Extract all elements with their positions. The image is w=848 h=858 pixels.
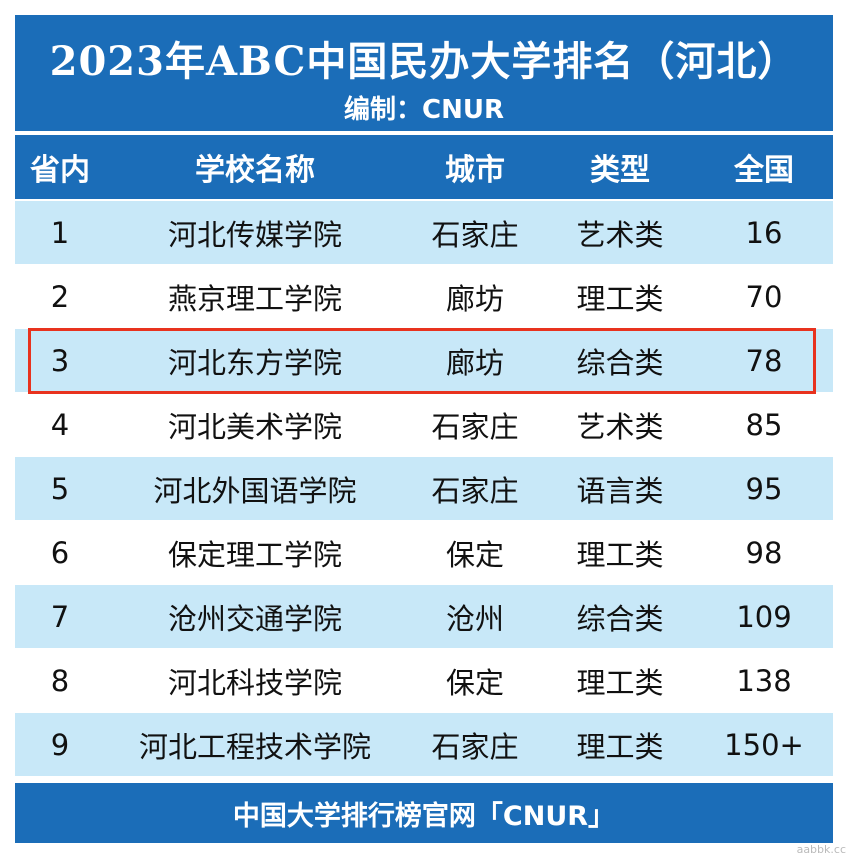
table-row: 8 河北科技学院 保定 理工类 138 [15, 649, 833, 713]
type-cell: 理工类 [576, 281, 664, 316]
national-rank-cell: 138 [736, 663, 792, 698]
table-row: 1 河北传媒学院 石家庄 艺术类 16 [15, 201, 833, 265]
school-name-cell: 燕京理工学院 [167, 281, 342, 316]
table-row: 5 河北外国语学院 石家庄 语言类 95 [15, 457, 833, 521]
city-cell: 保定 [445, 665, 504, 700]
type-cell: 理工类 [576, 537, 664, 572]
table-row: 9 河北工程技术学院 石家庄 理工类 150+ [15, 713, 833, 777]
column-header-type: 类型 [590, 153, 650, 188]
table-row: 7 沧州交通学院 沧州 综合类 109 [15, 585, 833, 649]
national-rank-cell: 150+ [724, 727, 804, 762]
city-cell: 保定 [445, 537, 504, 572]
school-name-cell: 河北科技学院 [167, 665, 342, 700]
rank-cell: 9 [50, 727, 70, 762]
school-name-cell: 河北传媒学院 [167, 217, 342, 252]
table-row: 4 河北美术学院 石家庄 艺术类 85 [15, 393, 833, 457]
column-header-name: 学校名称 [195, 153, 315, 188]
city-cell: 廊坊 [445, 345, 504, 380]
header-banner: 2023年ABC中国民办大学排名（河北） 编制：CNUR [15, 15, 833, 131]
rank-cell: 3 [50, 343, 70, 378]
type-cell: 理工类 [576, 665, 664, 700]
national-rank-cell: 85 [745, 407, 783, 442]
national-rank-cell: 70 [745, 279, 783, 314]
watermark: aabbk.cc [796, 843, 846, 856]
national-rank-cell: 78 [745, 343, 783, 378]
school-name-cell: 沧州交通学院 [167, 601, 342, 636]
school-name-cell: 河北美术学院 [167, 409, 342, 444]
national-rank-cell: 16 [745, 215, 783, 250]
school-name-cell: 保定理工学院 [167, 537, 342, 572]
column-header-rank: 省内 [30, 153, 90, 188]
type-cell: 艺术类 [576, 409, 664, 444]
column-header-city: 城市 [445, 153, 505, 188]
city-cell: 石家庄 [431, 217, 519, 252]
column-header-national: 全国 [734, 153, 794, 188]
type-cell: 综合类 [576, 601, 664, 636]
national-rank-cell: 95 [745, 471, 783, 506]
rank-cell: 6 [50, 535, 70, 570]
city-cell: 石家庄 [431, 729, 519, 764]
type-cell: 艺术类 [576, 217, 664, 252]
city-cell: 沧州 [445, 601, 504, 636]
type-cell: 语言类 [576, 473, 664, 508]
footer-banner: 中国大学排行榜官网「CNUR」 [15, 783, 833, 843]
city-cell: 石家庄 [431, 409, 519, 444]
rank-cell: 7 [50, 599, 70, 634]
school-name-cell: 河北东方学院 [167, 345, 342, 380]
page-subtitle: 编制：CNUR [344, 95, 504, 125]
type-cell: 综合类 [576, 345, 664, 380]
rank-cell: 1 [50, 215, 70, 250]
national-rank-cell: 98 [745, 535, 783, 570]
city-cell: 石家庄 [431, 473, 519, 508]
table-row: 2 燕京理工学院 廊坊 理工类 70 [15, 265, 833, 329]
city-cell: 廊坊 [445, 281, 504, 316]
national-rank-cell: 109 [736, 599, 792, 634]
rank-cell: 5 [50, 471, 70, 506]
school-name-cell: 河北工程技术学院 [138, 729, 371, 764]
type-cell: 理工类 [576, 729, 664, 764]
table-header: 省内 学校名称 城市 类型 全国 [15, 135, 833, 199]
table-row: 6 保定理工学院 保定 理工类 98 [15, 521, 833, 585]
rank-cell: 8 [50, 663, 70, 698]
ranking-card: 2023年ABC中国民办大学排名（河北） 编制：CNUR 省内 学校名称 城市 … [15, 15, 833, 843]
rank-cell: 4 [50, 407, 70, 442]
school-name-cell: 河北外国语学院 [153, 473, 357, 508]
table-body: 1 河北传媒学院 石家庄 艺术类 16 2 燕京理工学院 廊坊 理工类 70 3… [15, 201, 833, 777]
page-title: 2023年ABC中国民办大学排名（河北） [49, 38, 799, 85]
table-row: 3 河北东方学院 廊坊 综合类 78 [15, 329, 833, 393]
rank-cell: 2 [50, 279, 70, 314]
